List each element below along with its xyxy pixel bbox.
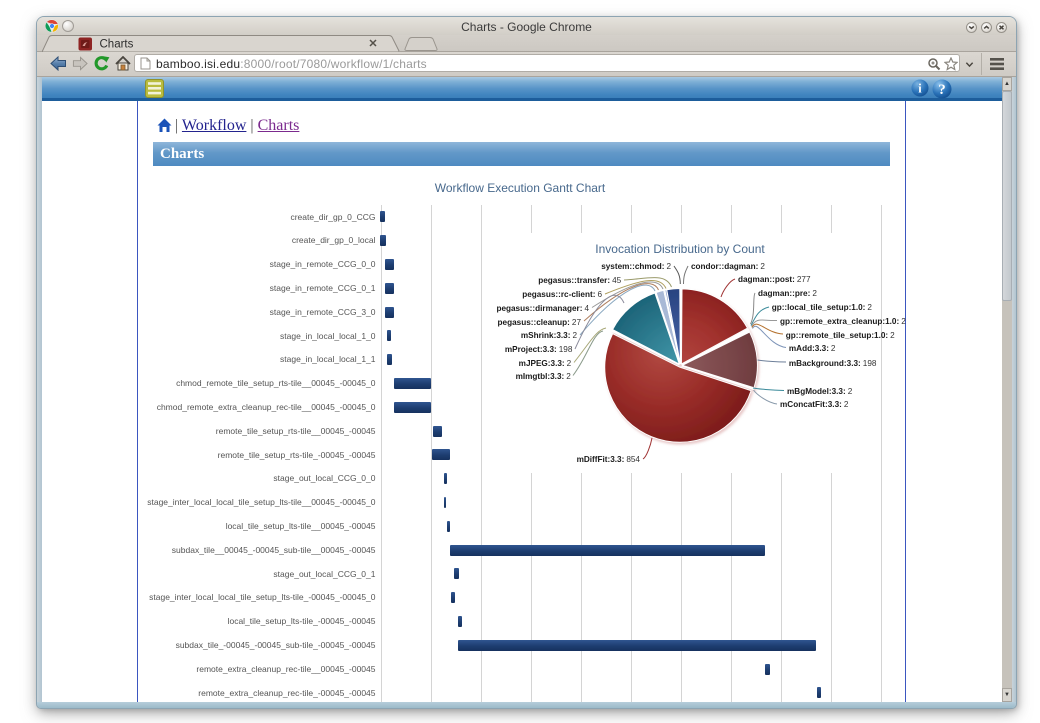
svg-text:Charts: Charts: [100, 39, 134, 51]
svg-text:?: ?: [938, 82, 946, 98]
svg-text:i: i: [918, 82, 922, 96]
